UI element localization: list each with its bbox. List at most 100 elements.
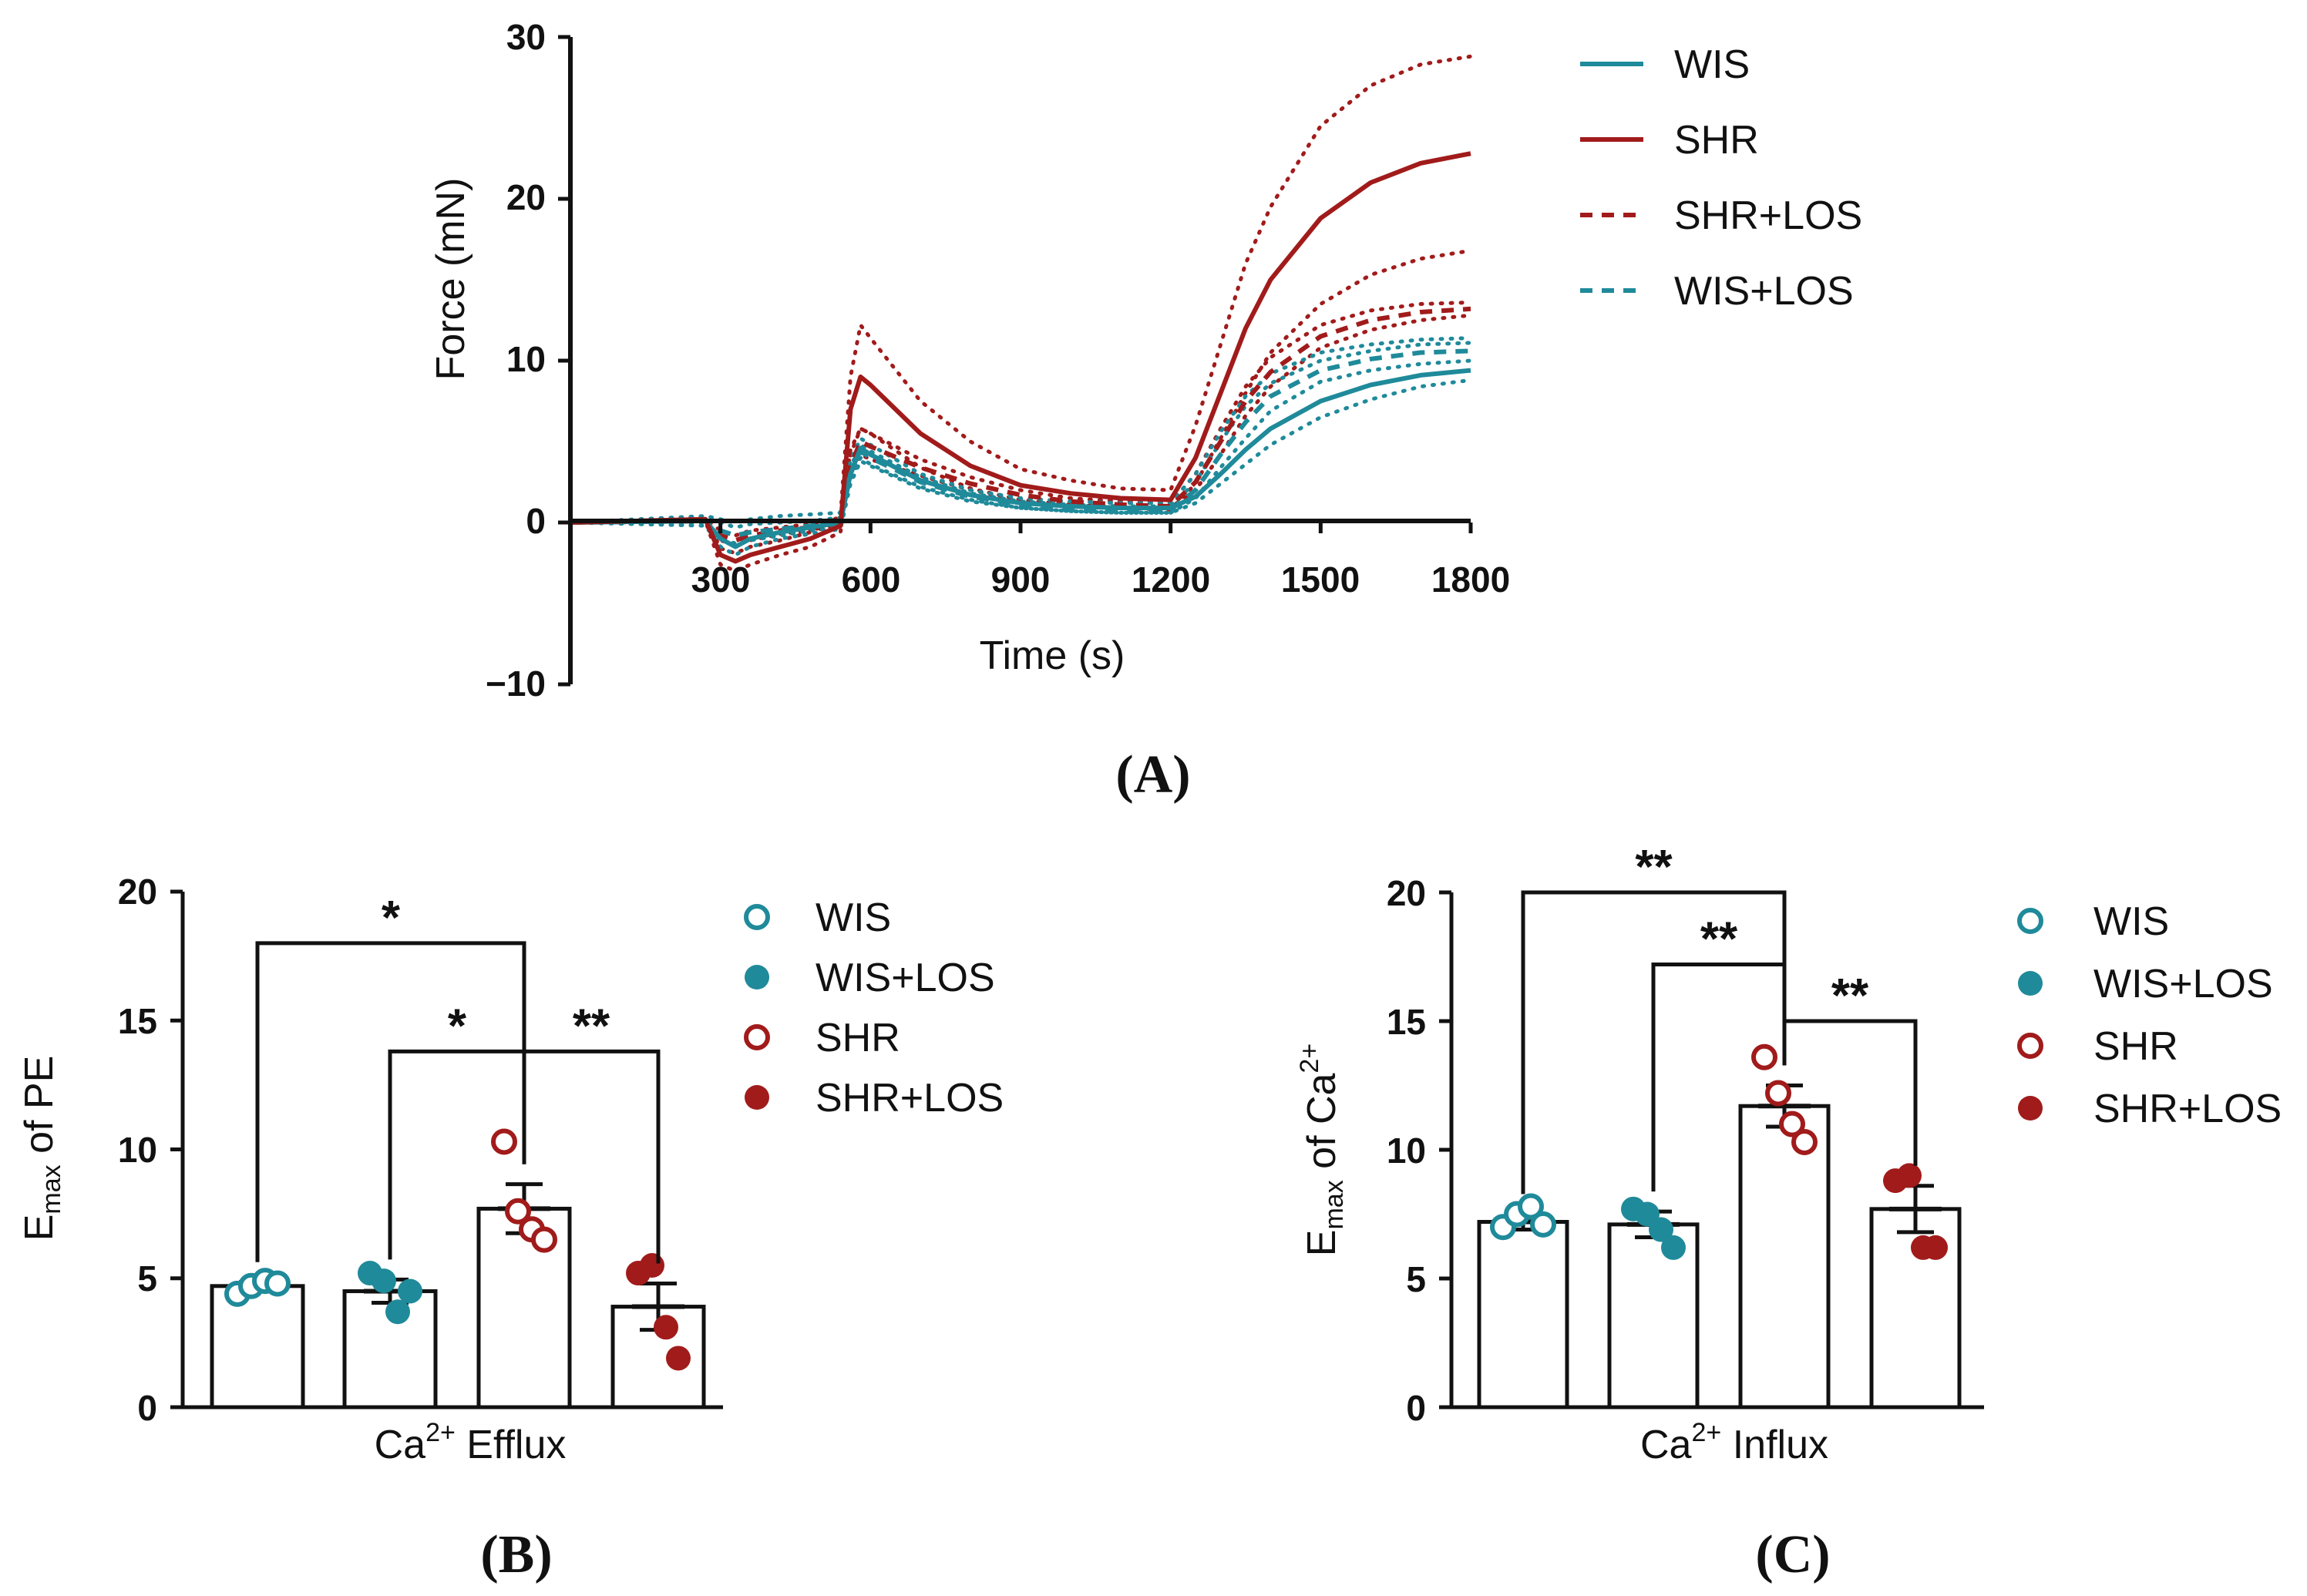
panel-a-y-label: Force (mN)	[429, 178, 473, 381]
panel-c-y-label-main: E	[1300, 1230, 1344, 1257]
legend-label-shr-los: SHR+LOS	[1674, 193, 1862, 238]
series-line-shr-los-sem-upper	[568, 300, 1473, 538]
panel-a-y-tick: −10	[486, 664, 546, 704]
panel-b-y-label-rest: of PE	[17, 1056, 62, 1165]
series-line-shr-los-sem-lower	[568, 313, 1473, 547]
panel-c-y-label-rest: of Ca	[1300, 1073, 1344, 1180]
panel-c-y-label-sup: 2+	[1295, 1043, 1324, 1074]
data-point-shr-los	[666, 1346, 691, 1371]
significance-label: **	[573, 1000, 610, 1053]
data-point-wis-los	[1661, 1235, 1686, 1260]
legend-marker-wis	[744, 904, 770, 930]
series-line-wis-los-sem-lower	[568, 358, 1473, 546]
legend-label-wis-los: WIS+LOS	[1674, 269, 1854, 314]
data-point-shr	[1751, 1043, 1777, 1070]
series-line-wis-los	[570, 348, 1471, 538]
legend-marker-wis	[2017, 908, 2043, 934]
panel-b-y-tick: 5	[137, 1258, 157, 1299]
panel-a-x-tick: 1800	[1431, 559, 1510, 600]
legend-marker-shr-los	[745, 1085, 769, 1110]
legend-marker-shr-los	[2018, 1096, 2043, 1121]
series-line-wis-los-sem-upper	[568, 341, 1473, 529]
data-point-shr-los	[654, 1315, 678, 1340]
panel-b-x-label: Ca2+ Efflux	[375, 1418, 567, 1467]
panel-c-x-label-sup: 2+	[1691, 1418, 1721, 1447]
bar-shr	[1738, 1104, 1831, 1410]
panel-a-x-tick: 1500	[1281, 559, 1360, 600]
legend-label-shr-los: SHR+LOS	[816, 1076, 1004, 1121]
legend-label-wis-los: WIS+LOS	[2093, 962, 2273, 1006]
panel-c-ticks	[1439, 890, 1451, 1410]
data-point-shr-los	[640, 1253, 664, 1278]
panel-b-x-label-post: Efflux	[456, 1423, 567, 1467]
legend-marker-shr	[744, 1024, 770, 1050]
panel-c-y-tick: 10	[1387, 1131, 1426, 1171]
significance-bracket	[522, 1049, 661, 1264]
panel-c-y-tick: 0	[1406, 1388, 1426, 1428]
series-line-wis	[570, 368, 1471, 549]
panel-c-y-tick: 15	[1387, 1002, 1426, 1042]
data-point-shr	[1765, 1080, 1791, 1107]
data-point-shr	[505, 1198, 531, 1225]
significance-bracket	[1782, 1019, 1918, 1166]
legend-label-shr: SHR	[816, 1016, 900, 1060]
panel-a-x-tick: 900	[991, 559, 1051, 600]
legend-marker-shr	[2017, 1033, 2043, 1059]
series-line-shr-sem-upper	[568, 54, 1473, 556]
legend-label-shr: SHR	[2093, 1024, 2178, 1069]
series-line-shr-los	[570, 306, 1471, 543]
data-point-wis	[1530, 1211, 1556, 1238]
legend-label-shr-los: SHR+LOS	[2093, 1087, 2282, 1131]
panel-c-x-label-pre: Ca	[1640, 1423, 1692, 1467]
panel-c-y-label: Emax of Ca2+	[1295, 1043, 1349, 1256]
series-line-shr	[570, 151, 1471, 564]
significance-label: **	[1635, 841, 1673, 894]
data-point-shr-los	[1923, 1235, 1948, 1260]
data-point-wis-los	[372, 1268, 396, 1294]
panel-a-y-tick: 10	[506, 339, 546, 379]
data-point-shr	[531, 1226, 557, 1253]
panel-a-y-tick: 20	[506, 177, 546, 217]
panel-b-ticks	[170, 889, 183, 1410]
panel-a-x-tick: 600	[842, 559, 901, 600]
panel-a-label: (A)	[1115, 745, 1190, 805]
legend-label-wis: WIS	[2093, 899, 2169, 944]
data-point-shr	[1779, 1110, 1805, 1137]
significance-label: *	[448, 1000, 467, 1053]
panel-b-x-label-pre: Ca	[375, 1423, 426, 1467]
legend-label-wis: WIS	[1674, 42, 1750, 87]
panel-a-x-tick: 300	[691, 559, 751, 600]
legend-label-shr: SHR	[1674, 118, 1759, 163]
panel-a-ticks	[558, 35, 1473, 687]
significance-label: *	[382, 892, 401, 945]
legend-label-wis-los: WIS+LOS	[816, 956, 995, 1000]
panel-b-label: (B)	[480, 1525, 552, 1584]
significance-label: **	[1831, 969, 1869, 1023]
panel-b-y-tick: 20	[118, 872, 157, 912]
legend-marker-wis-los	[745, 965, 769, 990]
panel-c-y-tick: 5	[1406, 1259, 1426, 1299]
panel-c-x-label: Ca2+ Influx	[1640, 1418, 1828, 1467]
panel-c-y-tick: 20	[1387, 873, 1426, 913]
panel-a-y-tick: 0	[526, 501, 546, 541]
panel-c-x-label-post: Influx	[1721, 1423, 1828, 1467]
panel-c-y-label-sub: max	[1320, 1180, 1349, 1229]
bar-wis	[210, 1284, 305, 1410]
significance-bracket	[1651, 963, 1787, 1192]
panel-b-y-label-main: E	[17, 1215, 62, 1242]
panel-b-bars: ** **	[210, 892, 706, 1410]
data-point-wis	[264, 1270, 291, 1297]
legend-label-wis: WIS	[816, 895, 891, 940]
panel-b-x-label-sup: 2+	[425, 1418, 456, 1447]
data-point-wis-los	[385, 1299, 410, 1325]
panel-b-bar-chart: ** ** 0 5 10 15 20 Emax of PE Ca2+ Efflux…	[17, 872, 1004, 1584]
panel-a-series-group	[568, 54, 1473, 573]
legend-marker-wis-los	[2018, 971, 2043, 996]
data-point-shr-los	[1897, 1163, 1922, 1188]
panel-a-line-chart: 300 600 900 1200 1500 1800 −10 0 10 20 3…	[429, 17, 1862, 805]
data-point-wis-los	[1649, 1217, 1673, 1242]
panel-b-legend: WIS WIS+LOS SHR SHR+LOS	[744, 895, 1004, 1121]
panel-c-bar-chart: ****** 0 5 10 15 20 Emax of Ca2+ Ca2+ In…	[1295, 841, 2282, 1584]
data-point-wis	[1518, 1193, 1544, 1220]
